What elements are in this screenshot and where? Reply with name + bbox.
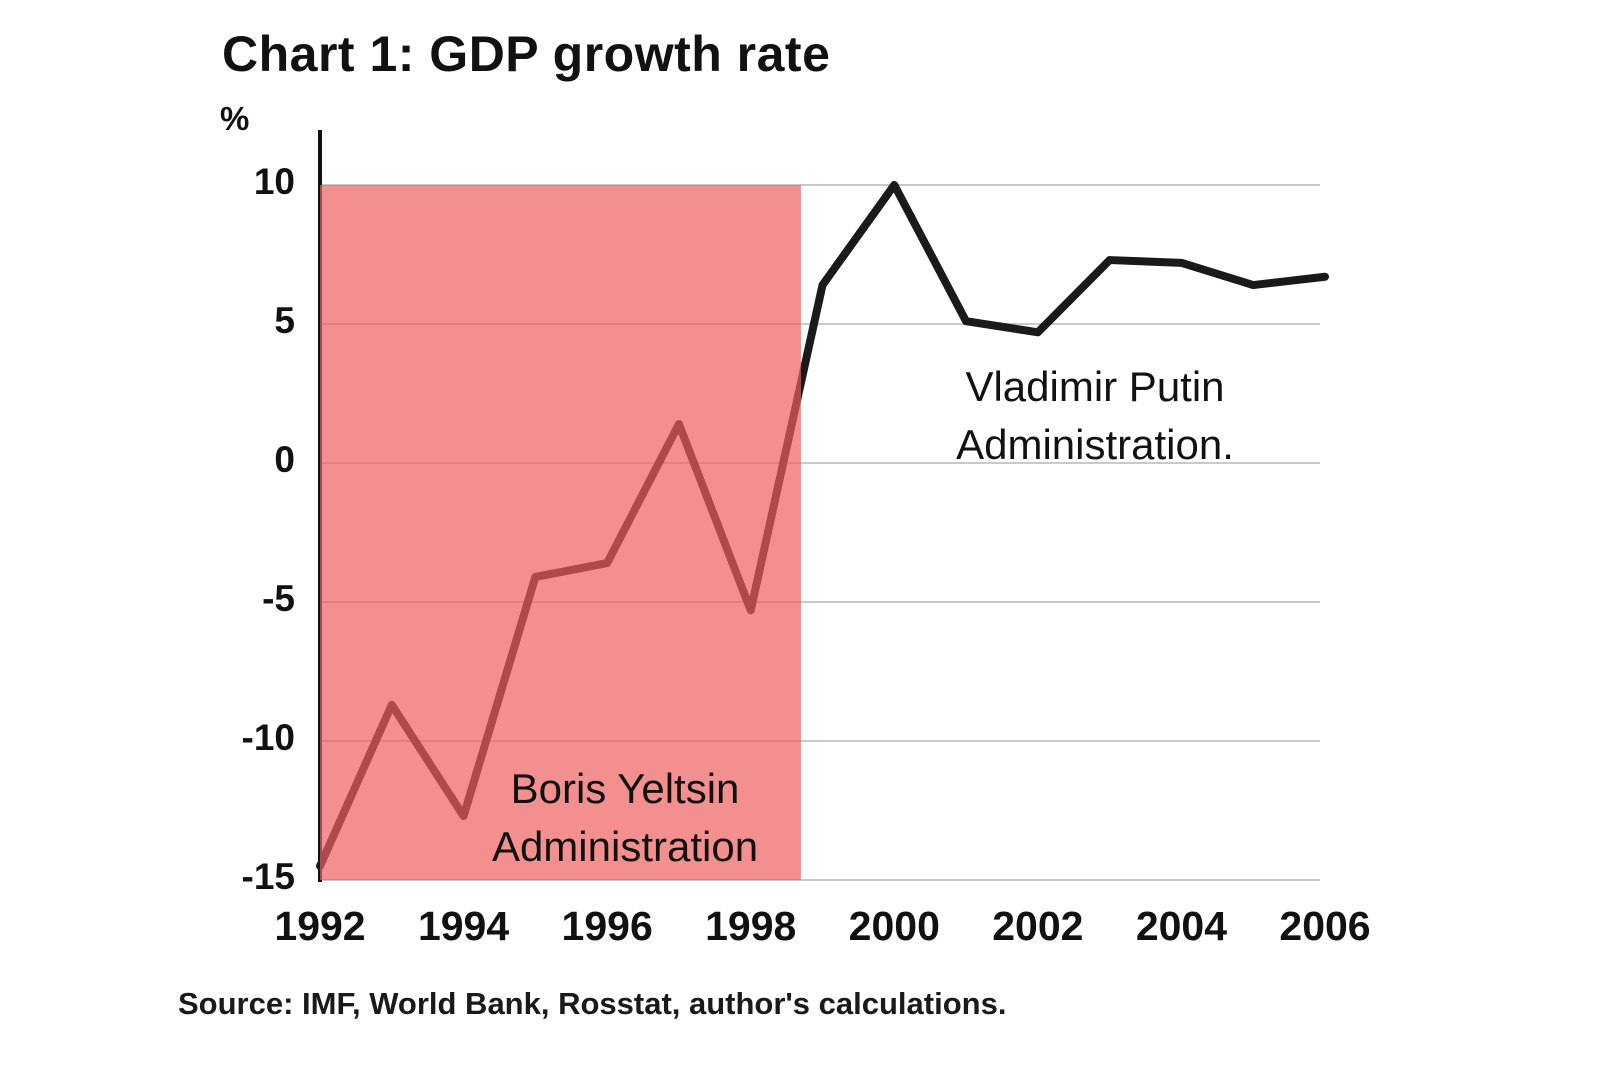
x-tick-label: 2006 bbox=[1279, 903, 1371, 949]
putin-annotation-line2: Administration. bbox=[956, 420, 1234, 468]
y-tick-label: -15 bbox=[241, 856, 295, 897]
y-axis-unit-label: % bbox=[220, 100, 250, 137]
y-tick-label: -5 bbox=[262, 578, 295, 619]
y-tick-label: 5 bbox=[274, 300, 295, 341]
y-tick-label: 10 bbox=[253, 161, 295, 202]
yeltsin-annotation-line2: Administration bbox=[491, 822, 759, 870]
chart-title: Chart 1: GDP growth rate bbox=[222, 26, 831, 82]
x-tick-label: 2004 bbox=[1135, 903, 1228, 949]
yeltsin-annotation: Boris Yeltsin Administration bbox=[390, 760, 860, 876]
yeltsin-annotation-line1: Boris Yeltsin bbox=[510, 765, 740, 812]
x-tick-label: 2002 bbox=[992, 903, 1084, 949]
x-tick-label: 1996 bbox=[561, 903, 653, 949]
x-tick-label: 1998 bbox=[705, 903, 797, 949]
x-tick-label: 1994 bbox=[417, 903, 510, 949]
putin-annotation-line1: Vladimir Putin bbox=[965, 363, 1225, 410]
x-tick-label: 1992 bbox=[274, 903, 366, 949]
yeltsin-shaded-region bbox=[320, 185, 801, 880]
y-tick-label: -10 bbox=[241, 717, 295, 758]
putin-annotation: Vladimir Putin Administration. bbox=[860, 358, 1330, 474]
x-tick-label: 2000 bbox=[848, 903, 940, 949]
source-note: Source: IMF, World Bank, Rosstat, author… bbox=[178, 986, 1007, 1021]
y-tick-label: 0 bbox=[274, 439, 295, 480]
